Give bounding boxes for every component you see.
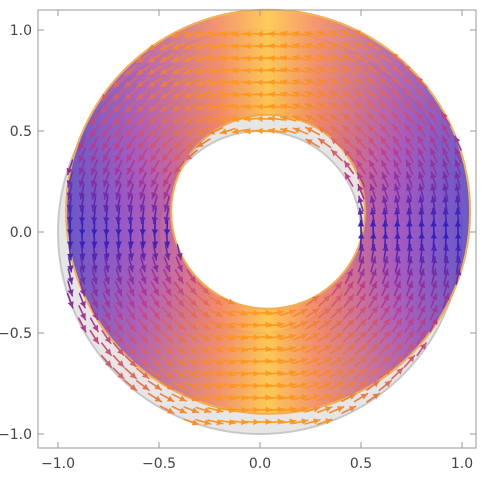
- y-tick-label: −1.0: [0, 427, 32, 443]
- y-tick-label: 0.5: [10, 124, 32, 140]
- x-tick-label: 0.5: [350, 456, 372, 472]
- x-tick-label: −1.0: [41, 456, 75, 472]
- y-tick-label: 1.0: [10, 23, 32, 39]
- x-tick-label: 0.0: [249, 456, 271, 472]
- y-tick-label: −0.5: [0, 326, 32, 342]
- y-tick-label: 0.0: [10, 225, 32, 241]
- regions-layer: [58, 10, 470, 434]
- x-tick-label: −0.5: [142, 456, 176, 472]
- x-tick-label: 1.0: [451, 456, 473, 472]
